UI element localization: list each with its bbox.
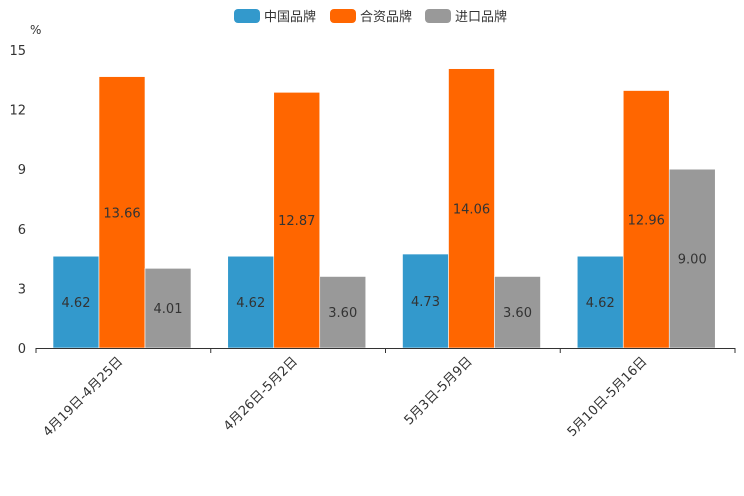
bar-1-1 [273, 92, 321, 349]
legend-label-2[interactable]: 进口品牌 [455, 9, 507, 25]
data-label-0-1: 13.66 [103, 206, 140, 221]
data-label-2-1: 14.06 [453, 202, 490, 217]
data-label-1-0: 4.62 [236, 296, 265, 311]
y-tick-label-0: 0 [18, 342, 26, 357]
legend-label-1[interactable]: 合资品牌 [360, 9, 412, 25]
legend-swatch-0[interactable] [234, 9, 260, 23]
bar-0-2 [144, 268, 192, 349]
legend-swatch-2[interactable] [425, 9, 451, 23]
x-category-label-0: 4月19日-4月25日 [40, 354, 126, 440]
data-label-3-0: 4.62 [586, 296, 615, 311]
data-label-3-2: 9.00 [678, 253, 707, 268]
bar-3-0 [576, 255, 624, 349]
bar-1-2 [319, 276, 367, 349]
x-axis: 4月19日-4月25日 4月26日-5月2日 5月3日-5月9日 5月10日-5月16… [35, 348, 736, 440]
data-label-0-2: 4.01 [154, 302, 183, 317]
x-category-label-1: 4月26日-5月2日 [221, 354, 301, 434]
bar-0-1 [98, 76, 146, 349]
bars: 4.62 13.66 4.01 4.62 12.87 3.60 4.73 14.06 3.60 4… [52, 68, 716, 349]
data-label-3-1: 12.96 [628, 213, 665, 228]
bar-2-1 [448, 68, 495, 349]
y-tick-label-5: 15 [9, 44, 26, 59]
data-label-0-0: 4.62 [62, 296, 91, 311]
data-label-1-2: 3.60 [328, 306, 357, 321]
legend-label-0[interactable]: 中国品牌 [264, 9, 316, 25]
x-category-label-2: 5月3日-5月9日 [402, 354, 476, 428]
bar-0-0 [52, 255, 100, 349]
data-label-2-2: 3.60 [503, 306, 532, 321]
bar-3-2 [668, 168, 716, 349]
y-axis: 0 3 6 9 12 15 [9, 44, 26, 357]
data-label-1-1: 12.87 [278, 214, 315, 229]
bar-1-0 [227, 255, 275, 349]
y-tick-label-4: 12 [9, 104, 26, 119]
x-category-label-3: 5月10日-5月16日 [565, 354, 651, 440]
y-tick-label-3: 9 [18, 163, 26, 178]
y-tick-label-1: 3 [18, 282, 26, 297]
y-tick-label-2: 6 [18, 223, 26, 238]
data-label-2-0: 4.73 [411, 295, 440, 310]
y-axis-unit: % [30, 23, 41, 37]
legend: 中国品牌 合资品牌 进口品牌 [234, 9, 507, 25]
legend-swatch-1[interactable] [330, 9, 356, 23]
